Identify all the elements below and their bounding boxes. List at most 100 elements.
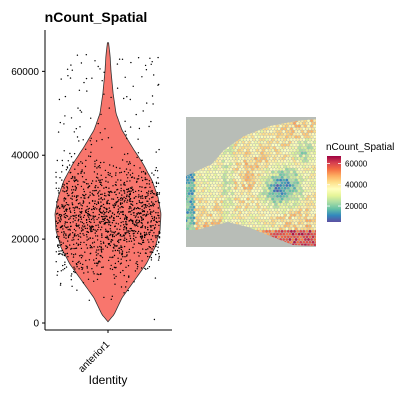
tissue-spot (186, 221, 189, 225)
tissue-spot (280, 203, 284, 206)
jitter-point (57, 270, 59, 273)
tissue-spot (285, 140, 289, 144)
tissue-spot (268, 132, 272, 136)
jitter-point (144, 187, 146, 189)
tissue-spot (313, 189, 316, 193)
jitter-point (155, 217, 158, 219)
jitter-point (140, 221, 142, 224)
jitter-point (80, 241, 82, 244)
jitter-point (86, 231, 88, 233)
jitter-point (95, 230, 98, 232)
jitter-point (67, 226, 69, 228)
tissue-spot (310, 227, 313, 231)
tissue-spot (221, 181, 225, 185)
jitter-point (100, 113, 102, 116)
tissue-spot (310, 194, 313, 198)
tissue-spot (200, 213, 203, 217)
tissue-spot (307, 146, 310, 150)
jitter-point (150, 229, 152, 231)
tissue-spot (266, 146, 270, 150)
jitter-point (81, 221, 84, 224)
jitter-point (84, 251, 86, 253)
jitter-point (138, 219, 140, 222)
tissue-spot (294, 184, 298, 187)
tissue-spot (266, 140, 270, 144)
jitter-point (59, 207, 61, 209)
jitter-point (131, 220, 134, 223)
tissue-spot (262, 208, 265, 212)
tissue-spot (291, 173, 295, 177)
tissue-spot (186, 176, 188, 179)
jitter-point (78, 227, 81, 229)
jitter-points (55, 54, 161, 321)
tissue-spot (214, 173, 217, 177)
jitter-point (107, 171, 109, 174)
jitter-point (158, 202, 161, 204)
tissue-spot (265, 165, 268, 168)
jitter-point (58, 192, 60, 194)
jitter-point (77, 261, 79, 264)
jitter-point (126, 194, 128, 196)
tissue-spot (232, 173, 236, 177)
tissue-spot (296, 224, 299, 228)
jitter-point (110, 239, 113, 241)
jitter-point (90, 252, 92, 254)
tissue-spot (235, 205, 239, 209)
jitter-point (129, 180, 131, 182)
tissue-spot (280, 138, 284, 141)
jitter-point (77, 244, 79, 246)
jitter-point (76, 289, 78, 291)
tissue-spot (241, 184, 245, 187)
jitter-point (73, 235, 76, 237)
tissue-spot (297, 232, 301, 236)
jitter-point (125, 286, 127, 288)
tissue-spot (274, 127, 278, 131)
tissue-spot (286, 154, 290, 158)
tissue-spot (224, 203, 228, 206)
tissue-spot (269, 157, 273, 160)
tissue-spot (285, 157, 289, 160)
tissue-spot (299, 213, 303, 217)
tissue-spot (224, 208, 228, 212)
tissue-spot (310, 243, 313, 246)
tissue-spot (291, 200, 295, 204)
jitter-point (72, 254, 75, 256)
tissue-spot (283, 203, 287, 206)
tissue-spot (308, 165, 312, 168)
tissue-spot (212, 192, 216, 195)
tissue-spot (234, 192, 237, 195)
jitter-point (149, 231, 151, 233)
jitter-point (90, 143, 93, 146)
tissue-spot (249, 181, 253, 185)
jitter-point (155, 151, 157, 153)
jitter-point (82, 194, 84, 196)
tissue-spot (238, 184, 242, 187)
tissue-spot (245, 151, 248, 155)
tissue-spot (296, 186, 299, 190)
jitter-point (95, 140, 98, 142)
tissue-spot (307, 221, 310, 225)
tissue-spot (285, 184, 289, 187)
jitter-point (82, 200, 85, 202)
tissue-spot (276, 221, 279, 225)
tissue-spot (260, 157, 264, 160)
tissue-spot (282, 135, 286, 139)
tissue-spot (246, 208, 250, 212)
tissue-spot (291, 130, 295, 133)
jitter-point (61, 179, 63, 181)
tissue-spot (203, 224, 206, 228)
tissue-spot (243, 165, 247, 168)
jitter-point (69, 77, 72, 79)
tissue-spot (291, 146, 295, 150)
tissue-spot (232, 205, 236, 209)
jitter-point (90, 225, 93, 227)
jitter-point (88, 218, 91, 220)
tissue-spot (268, 143, 272, 147)
tissue-spot (293, 224, 296, 228)
tissue-spot (266, 151, 270, 155)
tissue-spot (311, 132, 315, 136)
jitter-point (132, 233, 134, 235)
tissue-spot (285, 130, 289, 133)
tissue-spot (203, 186, 206, 190)
jitter-point (132, 191, 135, 194)
